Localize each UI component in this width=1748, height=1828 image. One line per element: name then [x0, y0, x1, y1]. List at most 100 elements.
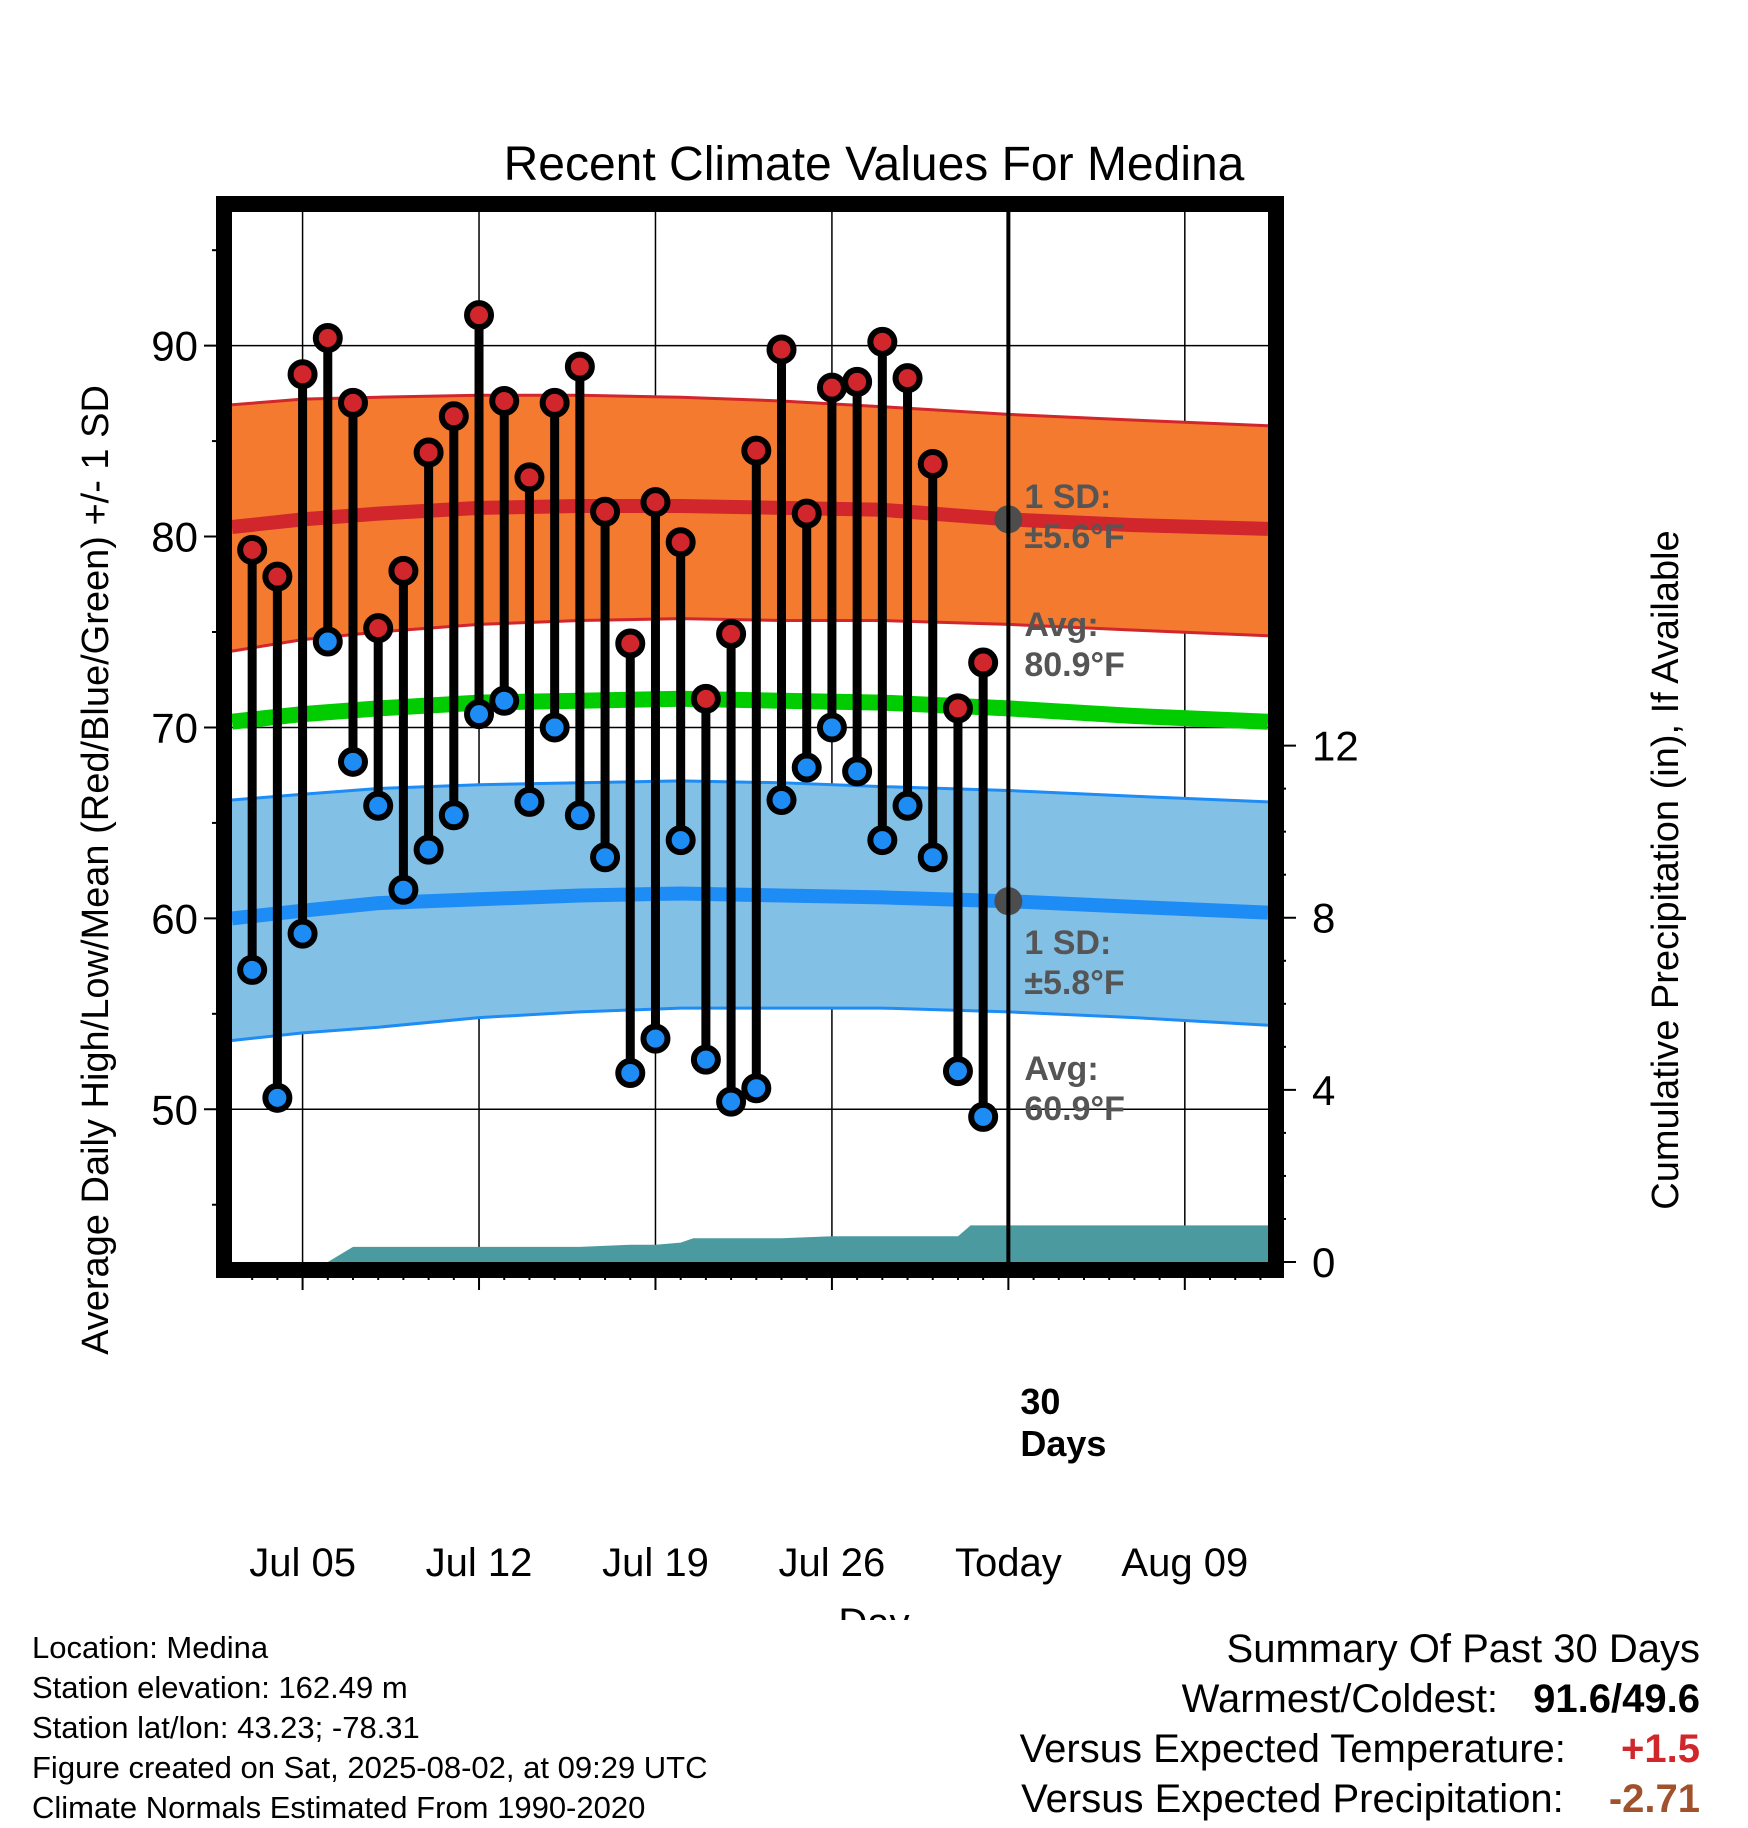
precip-departure-row: Versus Expected Precipitation: -2.71	[1020, 1774, 1700, 1824]
daily-low-point	[766, 785, 797, 815]
daily-high-point	[716, 618, 747, 649]
plot-frame	[216, 196, 1284, 1278]
daily-high-point	[388, 555, 419, 586]
daily-low-point	[741, 1073, 772, 1104]
daily-low-point	[514, 786, 545, 817]
daily-high-point	[413, 437, 444, 468]
daily-low-point	[892, 790, 923, 821]
high-sd-value: ±5.6°F	[1024, 518, 1124, 556]
location-text: Location: Medina	[32, 1630, 269, 1665]
daily-high-point	[690, 683, 721, 714]
low-avg-value: 60.9°F	[1024, 1090, 1125, 1128]
low-avg-line	[231, 886, 1269, 926]
left-axis-tick-label: 80	[151, 514, 198, 561]
summary-title: Summary Of Past 30 Days	[1226, 1627, 1700, 1671]
daily-low-point	[539, 712, 570, 743]
daily-low-point	[337, 746, 368, 777]
daily-low-point	[312, 626, 343, 657]
daily-low-point	[917, 842, 948, 873]
low-avg-label: Avg:	[1024, 1050, 1098, 1088]
daily-high-point	[766, 334, 797, 365]
summary-panel: Summary Of Past 30 Days Warmest/Coldest:…	[1020, 1624, 1700, 1824]
daily-high-point	[842, 366, 873, 397]
low-sd-value: ±5.8°F	[1024, 964, 1124, 1002]
daily-high-point	[312, 323, 343, 353]
today-days-label-word: Days	[1020, 1423, 1106, 1464]
daily-high-point	[968, 647, 999, 678]
daily-low-point	[867, 825, 898, 856]
left-axis-tick-label: 60	[151, 895, 198, 942]
daily-low-point	[590, 842, 621, 873]
chart-title: Recent Climate Values For Medina	[504, 138, 1245, 191]
daily-low-point	[564, 800, 595, 831]
left-axis-tick-label: 50	[151, 1086, 198, 1133]
x-axis-tick-label: Jul 19	[602, 1541, 709, 1585]
climate-chart: Recent Climate Values For Medina 1 SD:±5…	[75, 138, 1687, 1620]
x-axis-label: Day	[838, 1601, 909, 1620]
daily-low-point	[968, 1101, 999, 1132]
x-axis-tick-label: Jul 12	[426, 1541, 533, 1585]
daily-high-point	[867, 326, 898, 357]
daily-high-point	[615, 628, 646, 659]
daily-high-point	[237, 534, 268, 565]
x-axis-tick-label: Jul 05	[249, 1541, 356, 1585]
daily-low-point	[438, 800, 469, 831]
temp-departure-value: +1.5	[1621, 1727, 1700, 1771]
daily-low-point	[287, 918, 318, 949]
daily-low-point	[615, 1058, 646, 1088]
created-text: Figure created on Sat, 2025-08-02, at 09…	[32, 1750, 708, 1785]
y-axis-label-right: Cumulative Precipitation (in), If Availa…	[1645, 530, 1687, 1209]
daily-high-point	[514, 462, 545, 493]
right-axis-tick-label: 12	[1312, 723, 1359, 770]
daily-high-point	[892, 363, 923, 394]
low-sd-lower-edge	[231, 1006, 1269, 1042]
daily-low-point	[464, 699, 495, 730]
today-days-label-number: 30	[1020, 1381, 1060, 1422]
left-axis-tick-label: 70	[151, 704, 198, 751]
daily-high-point	[816, 372, 847, 403]
warm-cold-value: 91.6/49.6	[1533, 1677, 1700, 1721]
precip-area	[232, 1225, 1268, 1262]
daily-low-point	[942, 1056, 973, 1087]
daily-low-point	[640, 1023, 671, 1054]
left-axis-tick-label: 90	[151, 323, 198, 370]
daily-high-point	[741, 435, 772, 466]
daily-low-point	[842, 756, 873, 787]
precip-departure-label: Versus Expected Precipitation:	[1021, 1777, 1564, 1821]
daily-low-point	[665, 825, 696, 856]
daily-low-point	[690, 1044, 721, 1075]
daily-low-point	[791, 752, 822, 783]
daily-high-point	[640, 487, 671, 518]
daily-high-point	[539, 387, 570, 418]
high-avg-label: Avg:	[1024, 606, 1098, 644]
normals-text: Climate Normals Estimated From 1990-2020	[32, 1790, 646, 1825]
daily-high-point	[665, 527, 696, 558]
daily-low-point	[262, 1082, 293, 1113]
x-axis-tick-label: Jul 26	[779, 1541, 886, 1585]
daily-low-point	[363, 790, 394, 821]
daily-low-point	[413, 834, 444, 865]
daily-high-point	[489, 386, 520, 416]
temp-departure-label: Versus Expected Temperature:	[1019, 1727, 1566, 1771]
right-axis-tick-label: 4	[1312, 1067, 1335, 1114]
station-info: Location: Medina Station elevation: 162.…	[32, 1628, 708, 1828]
daily-low-point	[388, 874, 419, 905]
x-axis-tick-label: Today	[955, 1541, 1062, 1585]
latlon-text: Station lat/lon: 43.23; -78.31	[32, 1710, 420, 1745]
daily-low-point	[489, 685, 520, 716]
y-axis-label-left: Average Daily High/Low/Mean (Red/Blue/Gr…	[75, 385, 117, 1355]
daily-high-point	[262, 561, 293, 592]
high-sd-label: 1 SD:	[1024, 478, 1111, 516]
daily-low-point	[816, 712, 847, 743]
daily-high-point	[917, 449, 948, 479]
right-axis-tick-label: 0	[1312, 1239, 1335, 1286]
daily-high-point	[791, 498, 822, 529]
daily-low-point	[237, 954, 268, 985]
high-avg-value: 80.9°F	[1024, 646, 1125, 684]
daily-high-point	[464, 300, 495, 331]
temp-departure-row: Versus Expected Temperature: +1.5	[1020, 1724, 1700, 1774]
daily-high-point	[337, 387, 368, 418]
daily-high-point	[287, 359, 318, 390]
mean-avg-line	[231, 690, 1269, 730]
daily-high-point	[564, 351, 595, 382]
